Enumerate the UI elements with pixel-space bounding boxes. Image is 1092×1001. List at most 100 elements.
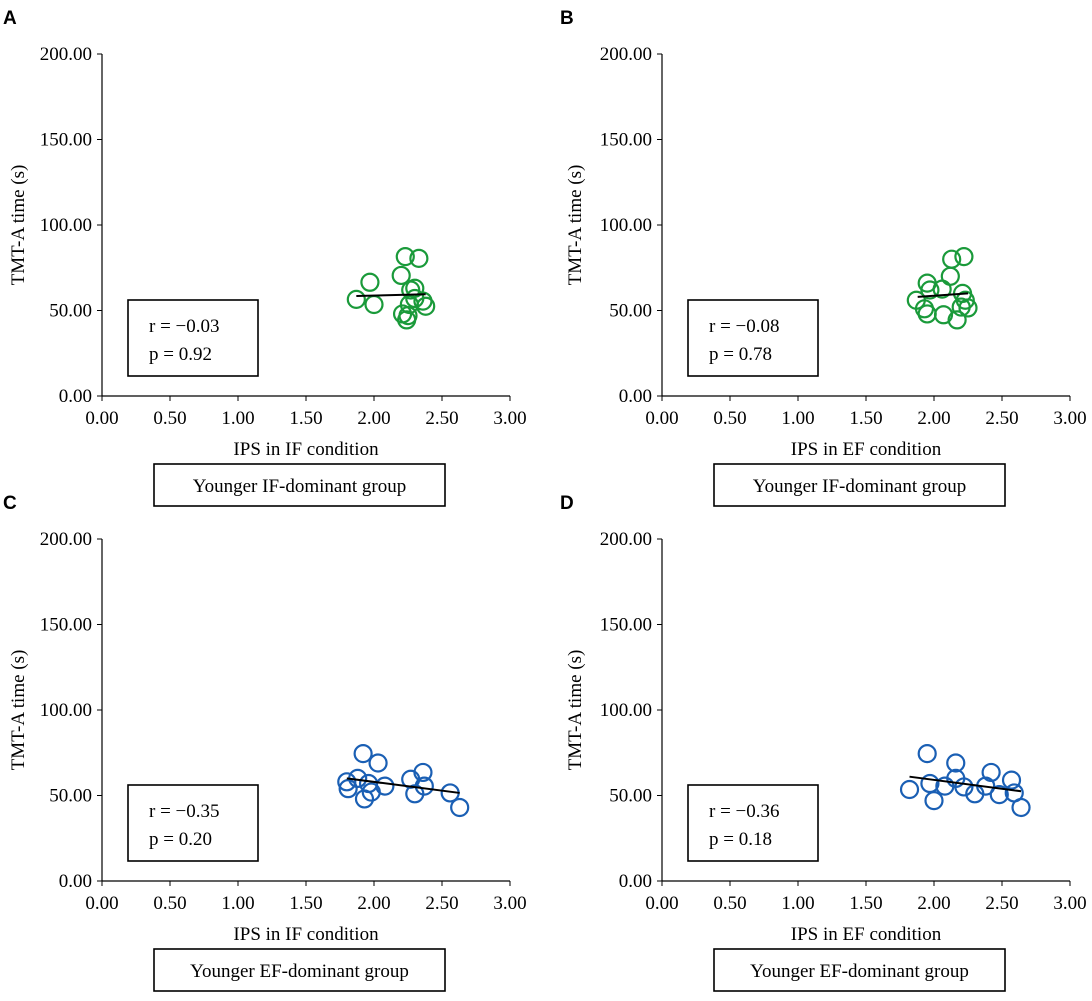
x-tick-label: 2.50: [985, 408, 1018, 429]
data-point: [899, 779, 920, 800]
x-tick-label: 1.50: [849, 893, 882, 914]
panel-label: A: [3, 8, 17, 29]
y-axis-title: TMT-A time (s): [8, 650, 29, 771]
x-axis-title: IPS in EF condition: [791, 439, 942, 460]
group-label-box: [153, 948, 446, 992]
panel-label: C: [3, 493, 17, 514]
x-tick-label: 3.00: [1053, 893, 1086, 914]
data-point: [364, 294, 384, 315]
x-tick-label: 2.00: [917, 893, 950, 914]
y-tick-label: 200.00: [40, 529, 92, 550]
y-tick-label: 0.00: [619, 386, 652, 407]
data-point: [375, 776, 395, 796]
panel-a: A 0.00 50.00 100.00 150.00 200.00 0.00 0.50 1.00…: [3, 8, 527, 507]
data-point: [414, 776, 434, 796]
x-tick-label: 2.00: [917, 408, 950, 429]
stat-r: r = −0.36: [709, 801, 780, 822]
trend-line: [356, 293, 426, 297]
group-label-box: [153, 463, 446, 507]
y-tick-label: 50.00: [49, 786, 92, 807]
stats-box: [687, 299, 819, 377]
stat-p: p = 0.18: [709, 829, 772, 850]
data-point: [450, 797, 470, 818]
data-point: [989, 785, 1009, 805]
stat-r: r = −0.08: [709, 316, 780, 337]
data-point: [416, 296, 436, 316]
y-tick-label: 50.00: [609, 786, 652, 807]
stat-p: p = 0.78: [709, 344, 772, 365]
group-label-box: [713, 948, 1006, 992]
y-tick-label: 150.00: [600, 615, 652, 636]
x-tick-label: 3.00: [493, 408, 526, 429]
data-point: [942, 249, 962, 269]
x-tick-label: 3.00: [493, 893, 526, 914]
data-point: [924, 791, 944, 811]
x-tick-label: 1.50: [849, 408, 882, 429]
stats-box: [127, 784, 259, 862]
stat-p: p = 0.20: [149, 829, 212, 850]
y-tick-label: 50.00: [609, 301, 652, 322]
data-point: [368, 753, 388, 773]
x-tick-label: 0.00: [85, 893, 118, 914]
y-axis-title: TMT-A time (s): [8, 165, 29, 286]
y-tick-label: 150.00: [40, 615, 92, 636]
data-point: [954, 777, 974, 797]
stats-box: [687, 784, 819, 862]
x-tick-label: 1.50: [289, 408, 322, 429]
data-point: [1011, 797, 1031, 818]
panel-d: D 0.00 50.00 100.00 150.00 200.00 0.00 0.50 1.00…: [560, 493, 1087, 992]
data-point: [947, 310, 967, 330]
x-tick-label: 2.00: [357, 408, 390, 429]
data-point: [337, 772, 357, 792]
y-tick-label: 150.00: [600, 130, 652, 151]
group-label: Younger EF-dominant group: [190, 961, 409, 982]
panel-label: D: [560, 493, 574, 514]
panel-c: C 0.00 50.00 100.00 150.00 200.00 0.00 0.50 1.00…: [3, 493, 527, 992]
data-point: [353, 744, 373, 764]
x-axis-title: IPS in IF condition: [233, 439, 379, 460]
y-axis-title: TMT-A time (s): [565, 165, 586, 286]
y-tick-label: 0.00: [619, 871, 652, 892]
y-tick-label: 200.00: [40, 44, 92, 65]
stats-box: [127, 299, 259, 377]
x-tick-label: 0.50: [153, 408, 186, 429]
data-point: [920, 280, 940, 300]
data-point: [954, 247, 974, 267]
x-tick-label: 1.00: [781, 408, 814, 429]
x-tick-label: 0.50: [153, 893, 186, 914]
y-tick-label: 100.00: [600, 215, 652, 236]
data-point: [1001, 770, 1022, 790]
stat-r: r = −0.03: [149, 316, 220, 337]
y-tick-label: 200.00: [600, 44, 652, 65]
x-axis-title: IPS in IF condition: [233, 924, 379, 945]
y-tick-label: 100.00: [40, 215, 92, 236]
x-tick-label: 1.00: [781, 893, 814, 914]
x-tick-label: 3.00: [1053, 408, 1086, 429]
x-tick-label: 1.50: [289, 893, 322, 914]
y-tick-label: 100.00: [600, 700, 652, 721]
data-point: [940, 266, 960, 286]
y-tick-label: 200.00: [600, 529, 652, 550]
trend-line: [346, 777, 460, 794]
group-label-box: [713, 463, 1006, 507]
x-tick-label: 0.00: [85, 408, 118, 429]
x-tick-label: 1.00: [221, 893, 254, 914]
panel-label: B: [560, 8, 574, 29]
stat-p: p = 0.92: [149, 344, 212, 365]
data-point: [391, 265, 411, 286]
x-tick-label: 0.50: [713, 893, 746, 914]
data-point: [933, 305, 954, 325]
data-point: [981, 762, 1001, 783]
x-tick-label: 0.00: [645, 408, 678, 429]
x-axis-title: IPS in EF condition: [791, 924, 942, 945]
data-point: [338, 779, 358, 799]
data-point: [398, 306, 418, 326]
y-tick-label: 100.00: [40, 700, 92, 721]
data-point: [413, 762, 433, 783]
group-label: Younger IF-dominant group: [193, 476, 406, 497]
data-point: [346, 289, 366, 309]
y-tick-label: 0.00: [59, 871, 92, 892]
x-tick-label: 0.50: [713, 408, 746, 429]
x-tick-label: 0.00: [645, 893, 678, 914]
